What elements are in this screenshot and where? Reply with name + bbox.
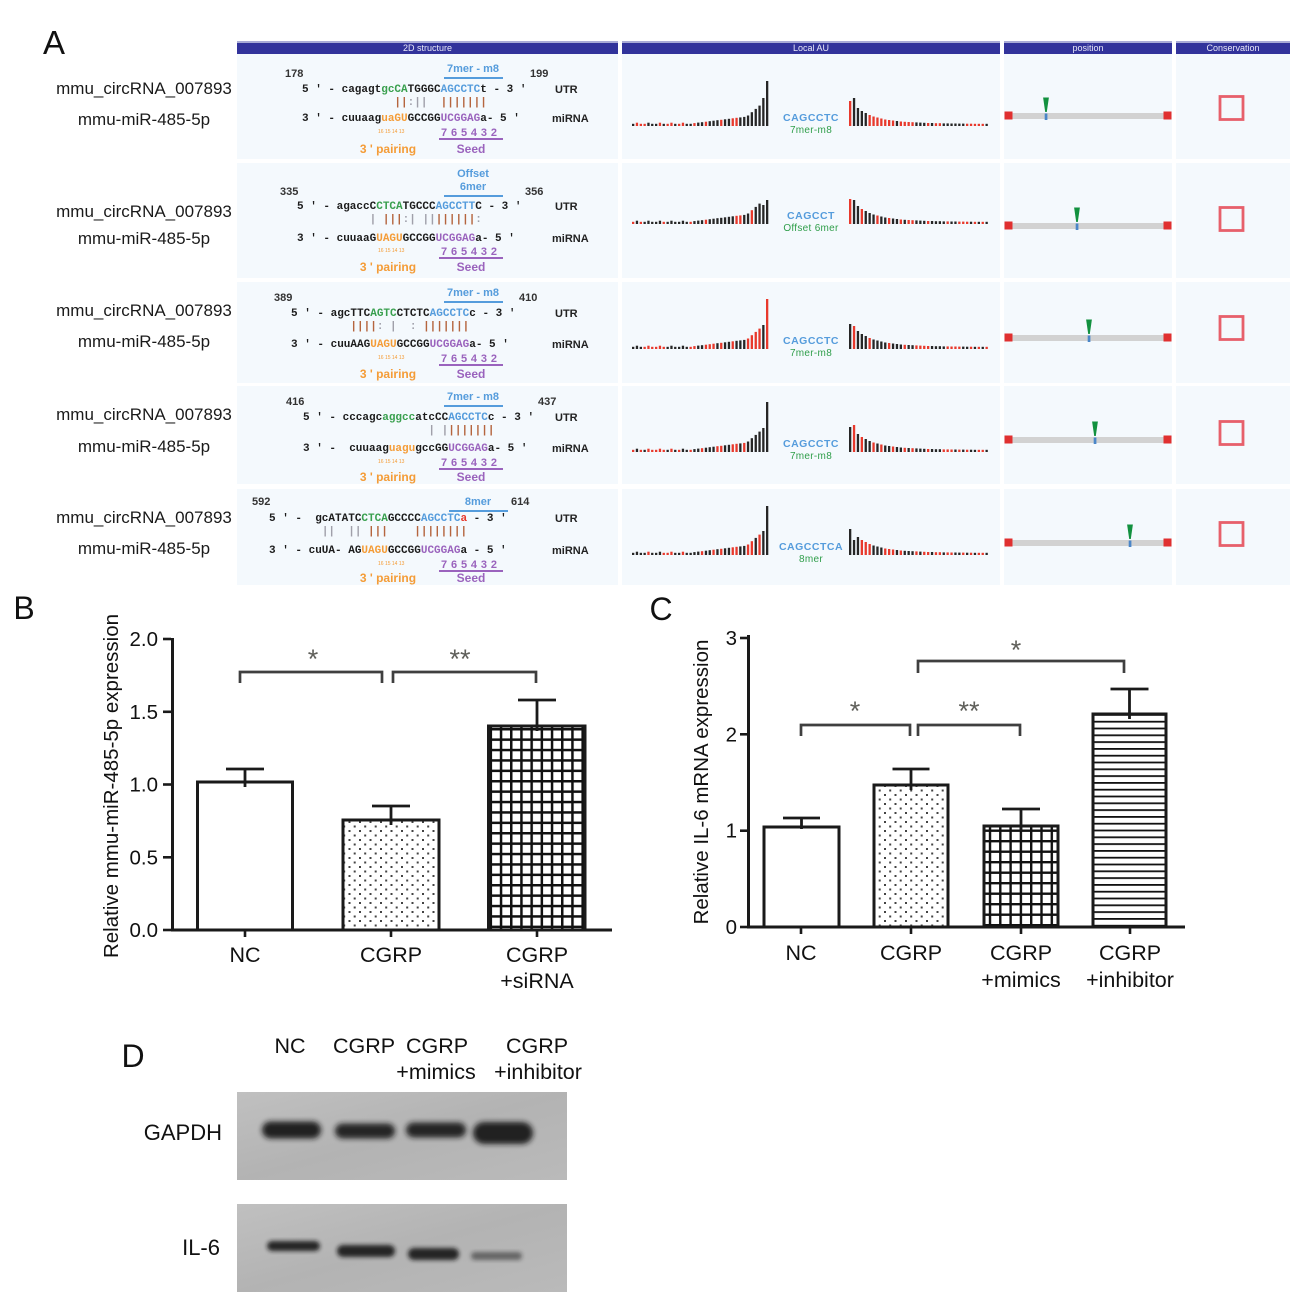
- svg-text:**: **: [449, 644, 471, 674]
- svg-text:NC: NC: [274, 1034, 305, 1058]
- svg-text:*: *: [308, 644, 319, 674]
- svg-text:+mimics: +mimics: [396, 1060, 475, 1084]
- svg-text:+siRNA: +siRNA: [500, 969, 574, 993]
- svg-text:*: *: [1011, 635, 1022, 665]
- svg-text:C: C: [649, 591, 672, 627]
- svg-text:D: D: [121, 1038, 144, 1074]
- svg-text:CGRP: CGRP: [360, 943, 422, 967]
- svg-text:NC: NC: [785, 941, 816, 965]
- svg-text:CGRP: CGRP: [406, 1034, 468, 1058]
- svg-text:B: B: [13, 590, 34, 626]
- svg-text:Relative IL-6 mRNA expression: Relative IL-6 mRNA expression: [690, 640, 713, 925]
- svg-text:IL-6: IL-6: [182, 1235, 220, 1260]
- svg-text:GAPDH: GAPDH: [144, 1120, 222, 1145]
- svg-text:2.0: 2.0: [130, 628, 159, 651]
- svg-text:**: **: [958, 696, 980, 726]
- svg-text:0.5: 0.5: [130, 846, 159, 869]
- svg-text:+mimics: +mimics: [981, 968, 1060, 992]
- svg-text:CGRP: CGRP: [990, 941, 1052, 965]
- svg-text:+inhibitor: +inhibitor: [494, 1060, 582, 1084]
- svg-text:+inhibitor: +inhibitor: [1086, 968, 1174, 992]
- svg-text:CGRP: CGRP: [1099, 941, 1161, 965]
- svg-text:1.5: 1.5: [130, 701, 159, 724]
- svg-text:CGRP: CGRP: [506, 1034, 568, 1058]
- svg-text:CGRP: CGRP: [880, 941, 942, 965]
- svg-text:0: 0: [726, 916, 737, 939]
- svg-text:1.0: 1.0: [130, 774, 159, 797]
- svg-text:CGRP: CGRP: [506, 943, 568, 967]
- svg-text:2: 2: [726, 723, 737, 746]
- svg-text:NC: NC: [229, 943, 260, 967]
- svg-text:CGRP: CGRP: [333, 1034, 395, 1058]
- svg-text:3: 3: [726, 627, 737, 650]
- svg-text:1: 1: [726, 820, 737, 843]
- svg-text:0.0: 0.0: [130, 919, 159, 942]
- svg-text:*: *: [850, 696, 861, 726]
- svg-text:Relative mmu-miR-485-5p expres: Relative mmu-miR-485-5p expression: [100, 614, 123, 958]
